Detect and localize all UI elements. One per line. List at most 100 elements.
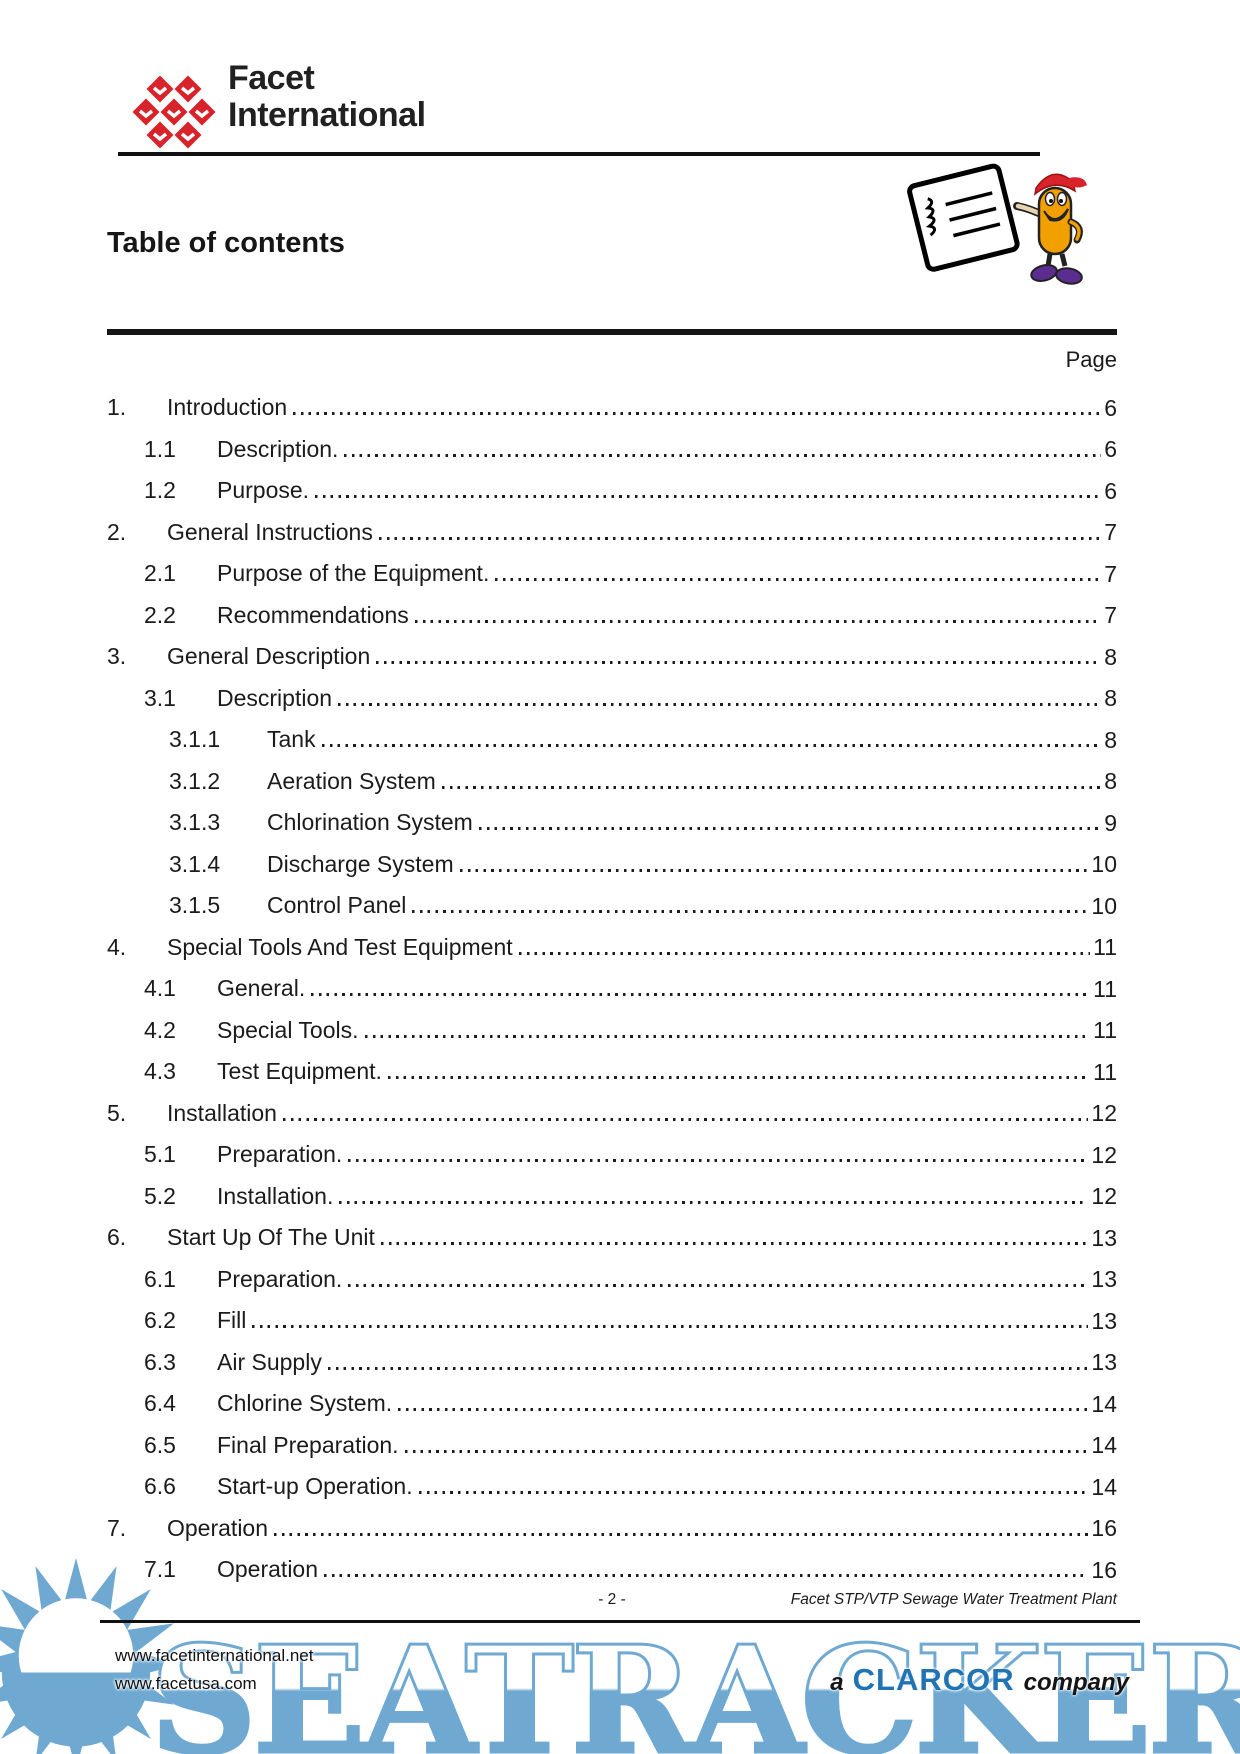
toc-entry: 2.1 Purpose of the Equipment. 7 <box>107 553 1117 595</box>
toc-entry-number: 4.1 <box>144 975 176 1002</box>
table-of-contents: 1. Introduction 6 1.1 Description. 6 1.2 Purpos… <box>107 387 1117 1591</box>
toc-entry-page: 6 <box>1104 394 1117 421</box>
toc-dotted-leader <box>518 951 1091 955</box>
toc-dotted-leader <box>376 661 1102 665</box>
toc-entry-title: Test Equipment. <box>217 1058 382 1085</box>
logo-line2: International <box>228 96 426 134</box>
toc-dotted-leader <box>327 1366 1089 1370</box>
toc-entry: 2. General Instructions 7 <box>107 512 1117 554</box>
toc-entry-number: 6.3 <box>144 1348 176 1375</box>
toc-entry-title: Recommendations <box>217 601 409 628</box>
clarcor-company-logo: a CLARCOR company <box>830 1662 1129 1698</box>
toc-entry-number: 7.1 <box>144 1556 176 1583</box>
toc-entry-page: 10 <box>1091 851 1117 878</box>
toc-entry: 3.1.3 Chlorination System 9 <box>107 802 1117 844</box>
toc-entry-page: 11 <box>1093 1058 1117 1085</box>
toc-entry-page: 8 <box>1104 685 1117 712</box>
toc-entry-number: 6. <box>107 1224 127 1251</box>
toc-dotted-leader <box>387 1076 1091 1080</box>
toc-dotted-leader <box>412 910 1089 914</box>
toc-entry-title: Description <box>217 684 333 711</box>
toc-entry-page: 8 <box>1104 768 1117 795</box>
toc-entry-page: 8 <box>1104 726 1117 753</box>
toc-entry-title: Introduction <box>167 394 288 421</box>
toc-entry-title: Control Panel <box>267 892 407 919</box>
seatracker-watermark: SEATRACKER.RU <box>148 1625 1240 1754</box>
toc-entry-number: 4.3 <box>144 1058 176 1085</box>
toc-entry-page: 11 <box>1093 934 1117 961</box>
toc-dotted-leader <box>274 1532 1089 1536</box>
toc-entry: 6.4 Chlorine System. 14 <box>107 1383 1117 1425</box>
toc-dotted-leader <box>398 1408 1089 1412</box>
toc-entry: 4.1 General. 11 <box>107 968 1117 1010</box>
toc-entry-title: Special Tools. <box>217 1016 359 1043</box>
toc-entry-page: 12 <box>1091 1100 1117 1127</box>
toc-entry-page: 16 <box>1091 1556 1117 1583</box>
toc-entry-number: 4.2 <box>144 1016 176 1043</box>
toc-entry-number: 1. <box>107 394 127 421</box>
toc-dotted-leader <box>344 453 1102 457</box>
toc-dotted-leader <box>311 993 1091 997</box>
logo-wordmark: Facet International <box>228 60 426 134</box>
toc-entry: 3.1 Description 8 <box>107 678 1117 720</box>
toc-entry-title: General. <box>217 975 306 1002</box>
toc-dotted-leader <box>282 1117 1089 1121</box>
toc-entry-title: General Instructions <box>167 518 373 545</box>
toc-entry-number: 7. <box>107 1514 127 1541</box>
toc-dotted-leader <box>324 1574 1089 1578</box>
footer: - 2 - Facet STP/VTP Sewage Water Treatme… <box>107 1591 1117 1615</box>
toc-entry-number: 6.6 <box>144 1473 176 1500</box>
toc-entry-number: 5. <box>107 1099 127 1126</box>
toc-entry-number: 1.1 <box>144 435 176 462</box>
toc-entry: 1.1 Description. 6 <box>107 429 1117 471</box>
toc-entry-title: Start-up Operation. <box>217 1473 413 1500</box>
toc-entry-number: 1.2 <box>144 477 176 504</box>
toc-entry-page: 6 <box>1104 436 1117 463</box>
toc-dotted-leader <box>339 1200 1089 1204</box>
toc-entry: 3.1.5 Control Panel 10 <box>107 885 1117 927</box>
toc-entry-page: 12 <box>1091 1183 1117 1210</box>
toc-entry-title: Start Up Of The Unit <box>167 1224 375 1251</box>
toc-entry-page: 14 <box>1091 1390 1117 1417</box>
toc-dotted-leader <box>364 1034 1091 1038</box>
toc-dotted-leader <box>293 412 1102 416</box>
toc-dotted-leader <box>441 785 1102 789</box>
facet-diamonds-icon <box>131 74 217 155</box>
mascot-holding-checklist-illustration <box>905 146 1090 301</box>
toc-entry-title: Air Supply <box>217 1348 322 1375</box>
toc-entry-title: Operation <box>167 1514 269 1541</box>
toc-entry: 6.5 Final Preparation. 14 <box>107 1425 1117 1467</box>
website-url-2: www.facetusa.com <box>115 1674 257 1693</box>
toc-entry-page: 14 <box>1091 1432 1117 1459</box>
clarcor-suffix: company <box>1023 1669 1129 1696</box>
toc-entry: 6.3 Air Supply 13 <box>107 1342 1117 1384</box>
toc-entry-title: Preparation. <box>217 1141 343 1168</box>
toc-dotted-leader <box>404 1449 1089 1453</box>
toc-entry-page: 10 <box>1091 892 1117 919</box>
toc-entry-number: 5.2 <box>144 1182 176 1209</box>
toc-entry-title: Fill <box>217 1307 247 1334</box>
toc-dotted-leader <box>348 1159 1089 1163</box>
clarcor-wordmark: CLARCOR <box>852 1662 1015 1697</box>
toc-entry: 3.1.1 Tank 8 <box>107 719 1117 761</box>
toc-dotted-leader <box>459 868 1089 872</box>
toc-entry-page: 13 <box>1091 1307 1117 1334</box>
toc-entry-title: Tank <box>267 726 316 753</box>
toc-entry: 5. Installation 12 <box>107 1093 1117 1135</box>
toc-entry-number: 2. <box>107 518 127 545</box>
toc-entry: 4.3 Test Equipment. 11 <box>107 1051 1117 1093</box>
clarcor-prefix: a <box>830 1669 844 1696</box>
toc-entry-number: 6.5 <box>144 1431 176 1458</box>
toc-entry-page: 9 <box>1104 809 1117 836</box>
toc-entry-page: 13 <box>1091 1349 1117 1376</box>
toc-entry: 6. Start Up Of The Unit 13 <box>107 1217 1117 1259</box>
toc-dotted-leader <box>315 495 1102 499</box>
footer-websites: www.facetinternational.net www.facetusa.… <box>115 1642 313 1698</box>
toc-entry-title: Preparation. <box>217 1265 343 1292</box>
toc-entry-title: Installation <box>167 1099 277 1126</box>
toc-entry-page: 11 <box>1093 1017 1117 1044</box>
toc-entry-title: Description. <box>217 435 339 462</box>
title-divider <box>107 329 1117 335</box>
toc-entry-number: 3. <box>107 643 127 670</box>
toc-entry: 2.2 Recommendations 7 <box>107 595 1117 637</box>
